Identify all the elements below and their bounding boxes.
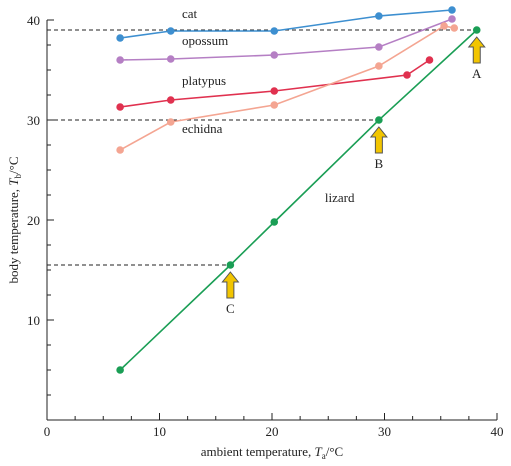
x-tick-label: 20 (266, 424, 279, 439)
annotations: A B C (221, 36, 486, 316)
echidna-data-point (440, 22, 448, 30)
echidna-data-point (270, 101, 279, 109)
echidna-series-label: echidna (182, 121, 223, 136)
echidna-data-point (450, 24, 459, 32)
platypus-data-point (166, 96, 175, 104)
opossum-data-point (270, 51, 279, 59)
echidna-data-point (116, 146, 124, 154)
cat-data-point (448, 6, 456, 14)
cat-data-point (375, 12, 383, 20)
x-axis-title: ambient temperature, Ta/°C (201, 444, 343, 461)
opossum-data-point (166, 55, 175, 63)
y-tick-label: 30 (27, 113, 40, 128)
lizard-data-point (270, 218, 279, 226)
echidna-data-point (375, 62, 383, 70)
y-axis-title: body temperature, Tb/°C (6, 156, 23, 283)
x-tick-label: 40 (491, 424, 504, 439)
y-tick-label: 10 (27, 313, 40, 328)
annotation-label-b: B (375, 156, 384, 171)
annotation-arrow-c (221, 271, 240, 299)
lizard-series-label: lizard (325, 190, 355, 205)
lizard-series-line (119, 29, 478, 371)
lizard-data-point (375, 116, 383, 124)
cat-data-point (270, 27, 279, 35)
opossum-data-point (448, 15, 456, 23)
platypus-data-point (116, 103, 124, 111)
opossum-data-point (116, 56, 124, 64)
opossum-series-label: opossum (182, 33, 228, 48)
annotation-label-a: A (472, 66, 482, 81)
series-group: cat opossum platypus echidna lizard (116, 6, 481, 374)
y-tick-label: 20 (27, 213, 40, 228)
y-tick-label: 40 (27, 13, 40, 28)
axis-titles: ambient temperature, Ta/°C body temperatu… (6, 156, 343, 461)
lizard-data-point (116, 366, 124, 374)
platypus-data-point (403, 71, 411, 79)
annotation-arrow-b (369, 126, 388, 154)
echidna-data-point (166, 118, 175, 126)
opossum-data-point (375, 43, 383, 51)
x-tick-label: 10 (153, 424, 166, 439)
platypus-series-line (119, 59, 430, 108)
lizard-data-point (472, 26, 481, 34)
axes: 0 10 20 30 40 10 20 30 40 (27, 13, 504, 439)
cat-data-point (116, 34, 124, 42)
opossum-series-line (120, 18, 453, 61)
platypus-data-point (270, 87, 279, 95)
annotation-arrow-a (467, 36, 486, 64)
cat-data-point (166, 27, 175, 35)
lizard-data-point (226, 261, 235, 269)
x-tick-label: 30 (378, 424, 391, 439)
platypus-series-label: platypus (182, 73, 226, 88)
echidna-series-line (119, 25, 455, 151)
cat-series-label: cat (182, 6, 198, 21)
x-tick-label: 0 (44, 424, 51, 439)
platypus-data-point (425, 56, 434, 64)
annotation-label-c: C (226, 301, 235, 316)
reference-lines (47, 29, 477, 266)
